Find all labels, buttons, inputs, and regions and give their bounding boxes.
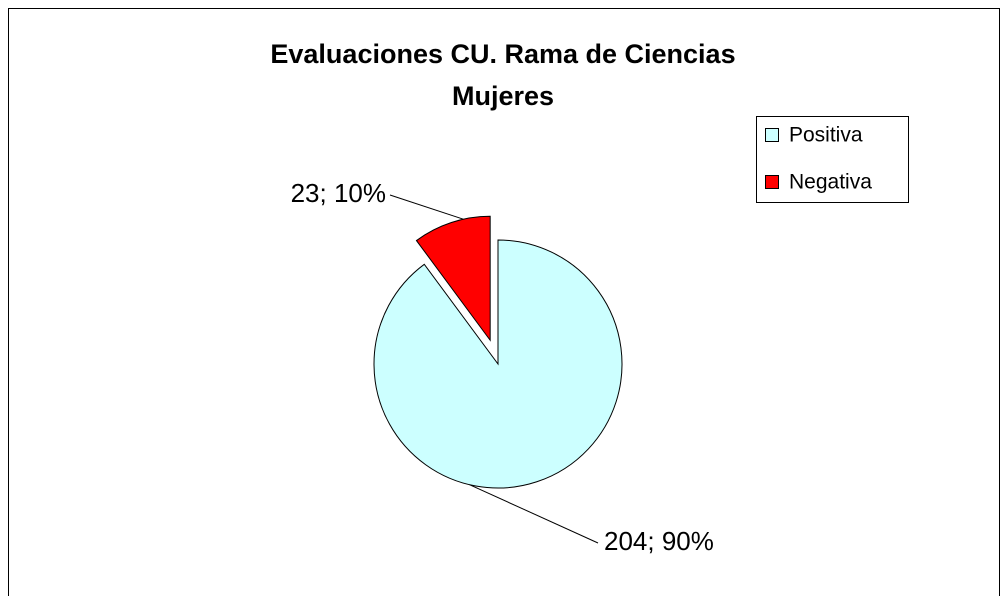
legend-label: Positiva — [789, 124, 863, 147]
chart-title: Mujeres — [452, 81, 554, 111]
data-label: 23; 10% — [291, 178, 386, 208]
legend-swatch — [765, 128, 779, 142]
leader-line — [389, 194, 464, 220]
chart-title: Evaluaciones CU. Rama de Ciencias — [270, 39, 735, 69]
leader-line — [469, 484, 599, 544]
legend-box — [756, 116, 909, 203]
pie-slice — [415, 215, 491, 342]
chart-frame — [8, 8, 1000, 596]
pie-slice — [373, 239, 623, 489]
legend-label: Negativa — [789, 171, 872, 194]
legend-swatch — [765, 175, 779, 189]
data-label: 204; 90% — [604, 526, 714, 556]
